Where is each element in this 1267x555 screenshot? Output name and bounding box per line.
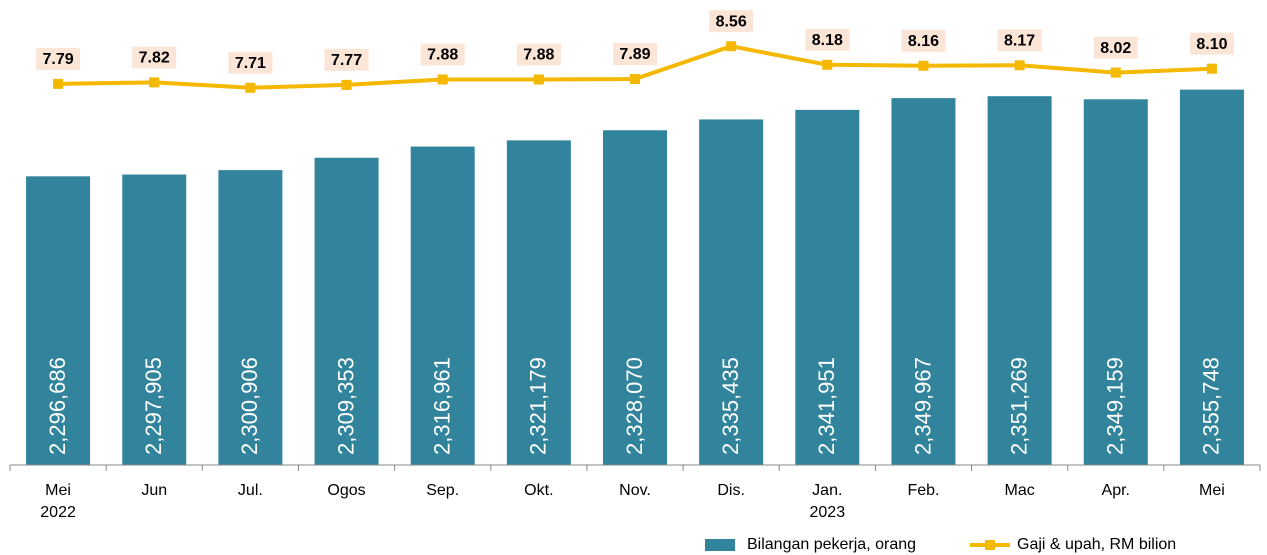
bar-label: 2,328,070	[622, 357, 647, 455]
x-tick-label: Mei	[1199, 482, 1225, 499]
point	[1110, 67, 1121, 78]
point	[630, 73, 640, 84]
x-tick-label: Nov.	[619, 482, 651, 499]
bar	[1083, 99, 1148, 465]
label-bg	[132, 46, 177, 69]
x-tick-label: Apr.	[1102, 482, 1130, 499]
point	[726, 41, 737, 52]
label-bg	[1093, 36, 1138, 59]
line-label: 8.02	[1100, 40, 1131, 57]
legend-swatch	[985, 540, 995, 550]
point	[1014, 60, 1025, 71]
bar-label: 2,349,159	[1103, 357, 1128, 455]
bar	[891, 98, 956, 466]
label-bg	[1189, 32, 1234, 55]
label-bg	[228, 51, 273, 74]
bar-label: 2,300,906	[237, 357, 262, 455]
label-bg	[805, 28, 850, 51]
point	[1206, 63, 1217, 74]
x-tick-label: Sep.	[426, 482, 459, 499]
bar	[26, 176, 91, 465]
line-label: 8.18	[812, 32, 843, 49]
point	[822, 59, 833, 70]
legend-label: Gaji & upah, RM bilion	[1017, 536, 1176, 553]
bar	[987, 96, 1052, 465]
line-label: 7.89	[619, 46, 650, 63]
bar	[122, 174, 187, 465]
label-bg	[709, 10, 754, 33]
point	[533, 74, 544, 85]
point	[341, 79, 352, 90]
line-label: 7.79	[43, 51, 74, 68]
point	[245, 82, 256, 93]
legend-item: Bilangan pekerja, orang	[705, 536, 916, 553]
bar	[218, 170, 283, 466]
line-label: 8.17	[1004, 33, 1035, 50]
bar-label: 2,341,951	[814, 357, 839, 455]
x-tick-label: Okt.	[524, 482, 553, 499]
bar-label: 2,349,967	[910, 357, 935, 455]
x-tick-label: Ogos	[327, 482, 365, 499]
label-bg	[613, 42, 657, 65]
x-tick-label: Jan. 2023	[810, 482, 846, 521]
bar-label: 2,355,748	[1199, 357, 1224, 455]
label-bg	[997, 29, 1042, 52]
x-tick-label: Mac	[1004, 482, 1034, 499]
point	[53, 78, 64, 89]
x-tick-label: Feb.	[907, 482, 939, 499]
bar-label: 2,297,905	[141, 357, 166, 455]
bar	[1179, 89, 1244, 466]
label-bg	[420, 43, 465, 66]
point	[149, 77, 160, 88]
legend-item: Gaji & upah, RM bilion	[970, 536, 1176, 553]
x-tick-label: Mei 2022	[40, 482, 76, 521]
line-label: 8.10	[1196, 36, 1227, 53]
bar-label: 2,309,353	[333, 357, 358, 455]
legend-swatch	[705, 539, 735, 551]
label-bg	[901, 29, 946, 52]
line-label: 7.71	[235, 55, 266, 72]
line-label: 8.56	[716, 13, 747, 30]
label-bg	[516, 43, 561, 66]
legend-label: Bilangan pekerja, orang	[747, 536, 916, 553]
bar-label: 2,321,179	[526, 357, 551, 455]
x-tick-label: Jul.	[238, 482, 263, 499]
bar	[603, 130, 667, 466]
bar	[506, 140, 571, 465]
bar	[314, 157, 379, 465]
bar-label: 2,335,435	[718, 357, 743, 455]
x-tick-label: Jun	[141, 482, 167, 499]
line-label: 8.16	[908, 33, 939, 50]
bar-label: 2,351,269	[1006, 357, 1031, 455]
bar	[410, 146, 475, 465]
label-bg	[324, 48, 369, 71]
label-bg	[36, 47, 81, 70]
bar	[699, 119, 764, 466]
bar-label: 2,296,686	[45, 357, 70, 455]
bar-label: 2,316,961	[430, 357, 455, 455]
line-label: 7.77	[331, 52, 362, 69]
line-label: 7.82	[139, 50, 170, 67]
line-label: 7.88	[427, 47, 458, 64]
bar	[795, 109, 860, 466]
point	[918, 60, 929, 71]
line-label: 7.88	[523, 47, 554, 64]
x-tick-label: Dis.	[717, 482, 745, 499]
point	[437, 74, 448, 85]
